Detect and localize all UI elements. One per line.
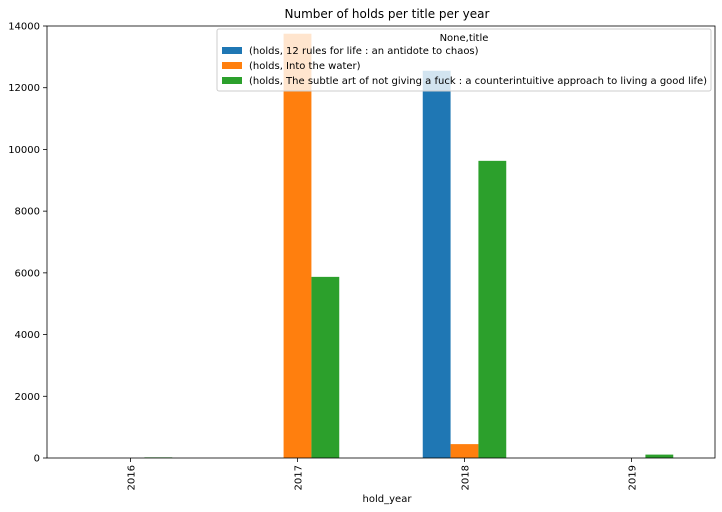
bar-3-2019 bbox=[645, 454, 674, 458]
legend-box bbox=[216, 28, 712, 92]
bar-3-2018 bbox=[478, 160, 507, 459]
y-tick-label-4000: 4000 bbox=[15, 330, 40, 341]
bar-3-2017 bbox=[311, 276, 340, 458]
y-tick-label-6000: 6000 bbox=[15, 268, 40, 279]
chart-title: Number of holds per title per year bbox=[285, 7, 490, 21]
y-tick-label-10000: 10000 bbox=[8, 145, 40, 156]
legend: None,title (holds, 12 rules for life : an… bbox=[216, 28, 712, 92]
x-tick-label-2018: 2018 bbox=[461, 465, 472, 490]
bar-2-2018 bbox=[450, 444, 479, 458]
axes-layer: 0 2000 4000 6000 8000 10000 12000 14000 2016 2017… bbox=[8, 22, 716, 490]
legend-label-3: (holds, The subtle art of not giving a f… bbox=[249, 76, 707, 87]
y-tick-label-2000: 2000 bbox=[15, 392, 40, 403]
y-tick-label-12000: 12000 bbox=[8, 83, 40, 94]
y-tick-label-0: 0 bbox=[34, 454, 40, 465]
legend-label-1: (holds, 12 rules for life : an antidote … bbox=[249, 46, 479, 57]
legend-swatch-3 bbox=[222, 77, 242, 84]
x-tick-label-2016: 2016 bbox=[127, 465, 138, 490]
y-tick-label-8000: 8000 bbox=[15, 207, 40, 218]
legend-swatch-1 bbox=[222, 47, 242, 54]
plot-frame bbox=[46, 25, 716, 459]
bars-layer bbox=[144, 33, 674, 459]
bar-2-2017 bbox=[283, 33, 312, 458]
y-tick-label-14000: 14000 bbox=[8, 22, 40, 33]
x-tick-label-2019: 2019 bbox=[628, 465, 639, 490]
legend-swatch-2 bbox=[222, 62, 242, 69]
legend-label-2: (holds, Into the water) bbox=[249, 61, 361, 72]
legend-title: None,title bbox=[440, 33, 489, 44]
bar-1-2018 bbox=[422, 70, 451, 458]
x-axis-label: hold_year bbox=[363, 494, 413, 505]
x-tick-label-2017: 2017 bbox=[294, 465, 305, 490]
